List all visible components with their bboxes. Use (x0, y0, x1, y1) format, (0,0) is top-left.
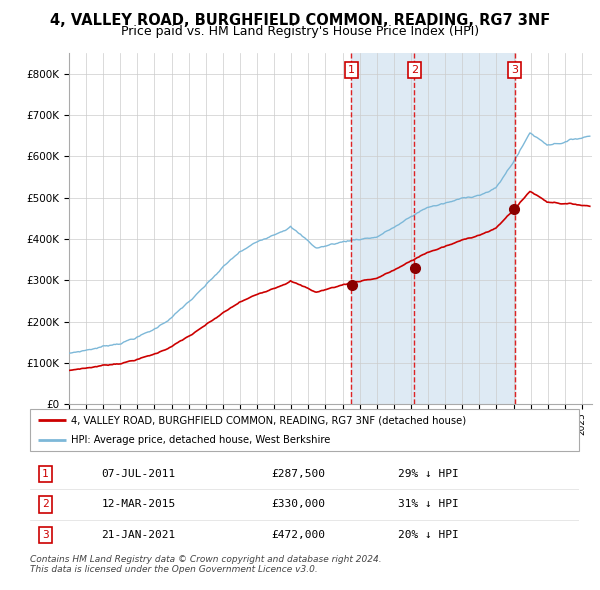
Text: 4, VALLEY ROAD, BURGHFIELD COMMON, READING, RG7 3NF: 4, VALLEY ROAD, BURGHFIELD COMMON, READI… (50, 13, 550, 28)
FancyBboxPatch shape (30, 409, 579, 451)
Text: Contains HM Land Registry data © Crown copyright and database right 2024.
This d: Contains HM Land Registry data © Crown c… (30, 555, 382, 574)
Text: £330,000: £330,000 (272, 500, 326, 509)
Text: 2: 2 (42, 500, 49, 509)
Text: 12-MAR-2015: 12-MAR-2015 (101, 500, 176, 509)
Text: 1: 1 (348, 65, 355, 74)
Text: £472,000: £472,000 (272, 530, 326, 540)
Text: Price paid vs. HM Land Registry's House Price Index (HPI): Price paid vs. HM Land Registry's House … (121, 25, 479, 38)
Text: 2: 2 (410, 65, 418, 74)
Bar (352, 53, 515, 404)
Text: 29% ↓ HPI: 29% ↓ HPI (398, 469, 458, 479)
Text: HPI: Average price, detached house, West Berkshire: HPI: Average price, detached house, West… (71, 435, 331, 445)
Text: 07-JUL-2011: 07-JUL-2011 (101, 469, 176, 479)
Text: 3: 3 (511, 65, 518, 74)
Text: 31% ↓ HPI: 31% ↓ HPI (398, 500, 458, 509)
Text: 3: 3 (42, 530, 49, 540)
Text: 21-JAN-2021: 21-JAN-2021 (101, 530, 176, 540)
Text: £287,500: £287,500 (272, 469, 326, 479)
Text: 4, VALLEY ROAD, BURGHFIELD COMMON, READING, RG7 3NF (detached house): 4, VALLEY ROAD, BURGHFIELD COMMON, READI… (71, 415, 466, 425)
Text: 1: 1 (42, 469, 49, 479)
Text: 20% ↓ HPI: 20% ↓ HPI (398, 530, 458, 540)
